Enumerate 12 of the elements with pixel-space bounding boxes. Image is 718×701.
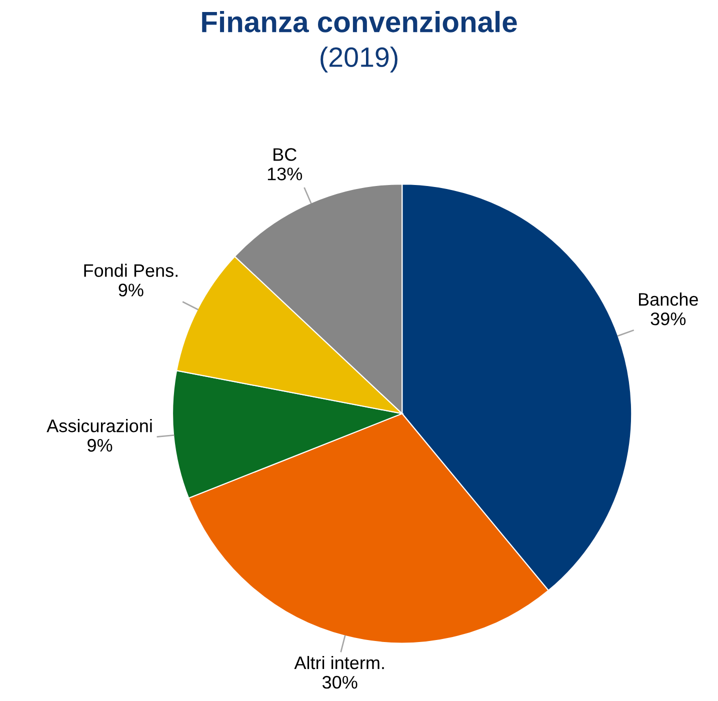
- slice-label: BC: [274, 148, 296, 161]
- data-label: 30%: [322, 676, 358, 689]
- data-label: 13%: [268, 168, 302, 180]
- slice-label: Banche: [639, 292, 698, 306]
- data-label: 9%: [118, 284, 144, 296]
- slice-label: Fondi Pens.: [84, 264, 178, 277]
- slice-label: Assicurazioni: [46, 419, 152, 432]
- chart-title: Finanza convenzionale: [202, 10, 517, 32]
- chart-subtitle: (2019): [320, 46, 398, 73]
- data-label: 9%: [88, 438, 112, 452]
- slice-label: Altri interm.: [294, 656, 384, 670]
- data-label: 39%: [650, 312, 686, 326]
